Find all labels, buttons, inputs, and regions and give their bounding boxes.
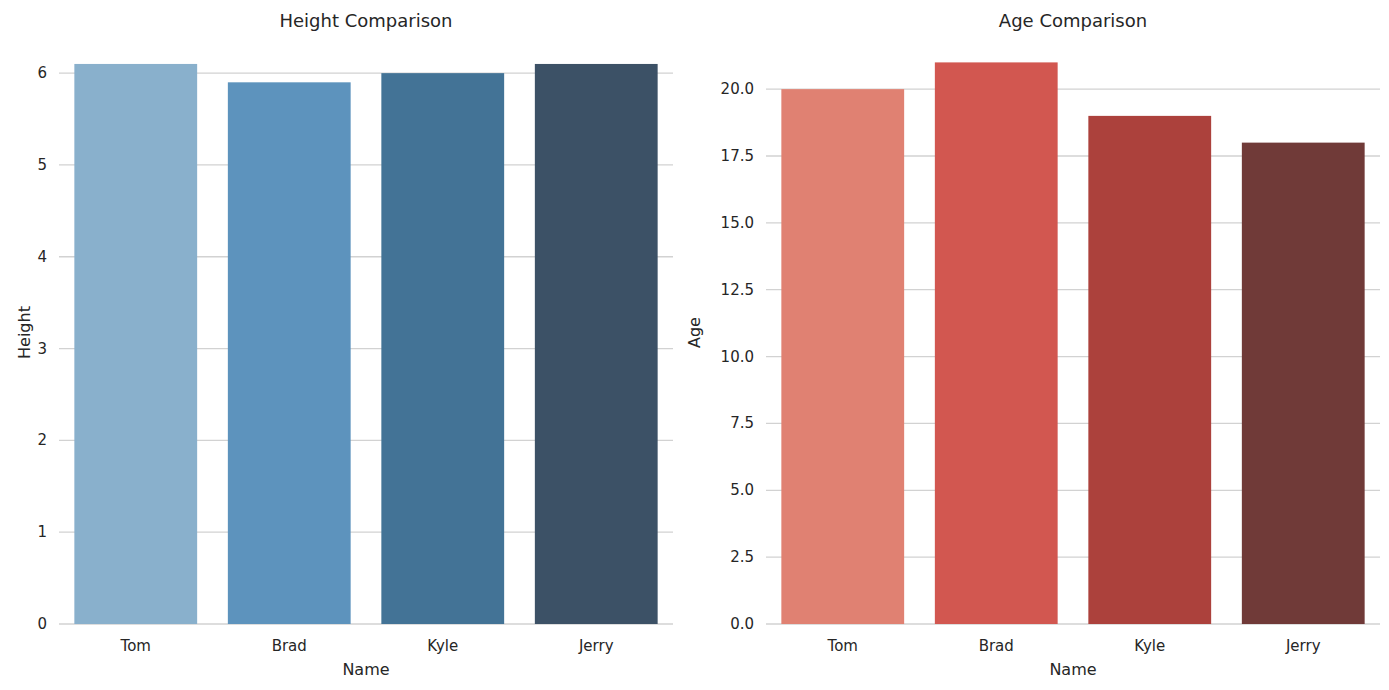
y-tick-label: 15.0 (721, 214, 754, 232)
x-axis-label: Name (342, 660, 389, 679)
x-tick-label-tom: Tom (120, 637, 151, 655)
bar-kyle (1088, 116, 1211, 624)
bar-brad (935, 62, 1058, 624)
bar-brad (228, 82, 351, 624)
chart-title: Age Comparison (999, 10, 1147, 31)
age-comparison-chart: 0.0 2.5 5.0 7.5 10.0 12.5 15.0 17.5 20.0 Tom Brad K… (685, 10, 1380, 679)
y-tick-label: 17.5 (721, 147, 754, 165)
bar-tom (781, 89, 904, 624)
x-tick-label-tom: Tom (827, 637, 858, 655)
charts-canvas: 0 1 2 3 4 5 6 Tom Brad Kyle Jerry Height Comparison… (0, 0, 1389, 690)
x-axis-label: Name (1049, 660, 1096, 679)
y-tick-label: 2.5 (730, 548, 754, 566)
height-comparison-chart: 0 1 2 3 4 5 6 Tom Brad Kyle Jerry Height Comparison… (15, 10, 673, 679)
bar-jerry (1242, 143, 1365, 624)
y-tick-label: 4 (37, 248, 47, 266)
bar-kyle (381, 73, 504, 624)
bar-jerry (535, 64, 658, 624)
x-tick-label-kyle: Kyle (1134, 637, 1165, 655)
x-tick-label-brad: Brad (272, 637, 307, 655)
y-tick-label: 1 (37, 523, 47, 541)
chart-title: Height Comparison (280, 10, 453, 31)
bar-tom (74, 64, 197, 624)
y-tick-label: 20.0 (721, 80, 754, 98)
y-tick-label: 6 (37, 64, 47, 82)
y-tick-label: 0.0 (730, 615, 754, 633)
x-tick-label-jerry: Jerry (1285, 637, 1321, 655)
y-tick-label: 12.5 (721, 281, 754, 299)
bar-charts-figure: 0 1 2 3 4 5 6 Tom Brad Kyle Jerry Height Comparison… (0, 0, 1389, 690)
y-tick-label: 3 (37, 340, 47, 358)
y-axis-label: Age (685, 317, 704, 348)
y-axis-label: Height (15, 306, 34, 359)
x-tick-label-brad: Brad (979, 637, 1014, 655)
y-tick-label: 10.0 (721, 348, 754, 366)
y-tick-label: 2 (37, 431, 47, 449)
y-tick-label: 7.5 (730, 414, 754, 432)
y-tick-label: 5 (37, 156, 47, 174)
x-tick-label-jerry: Jerry (578, 637, 614, 655)
y-tick-label: 0 (37, 615, 47, 633)
x-tick-label-kyle: Kyle (427, 637, 458, 655)
y-tick-label: 5.0 (730, 481, 754, 499)
